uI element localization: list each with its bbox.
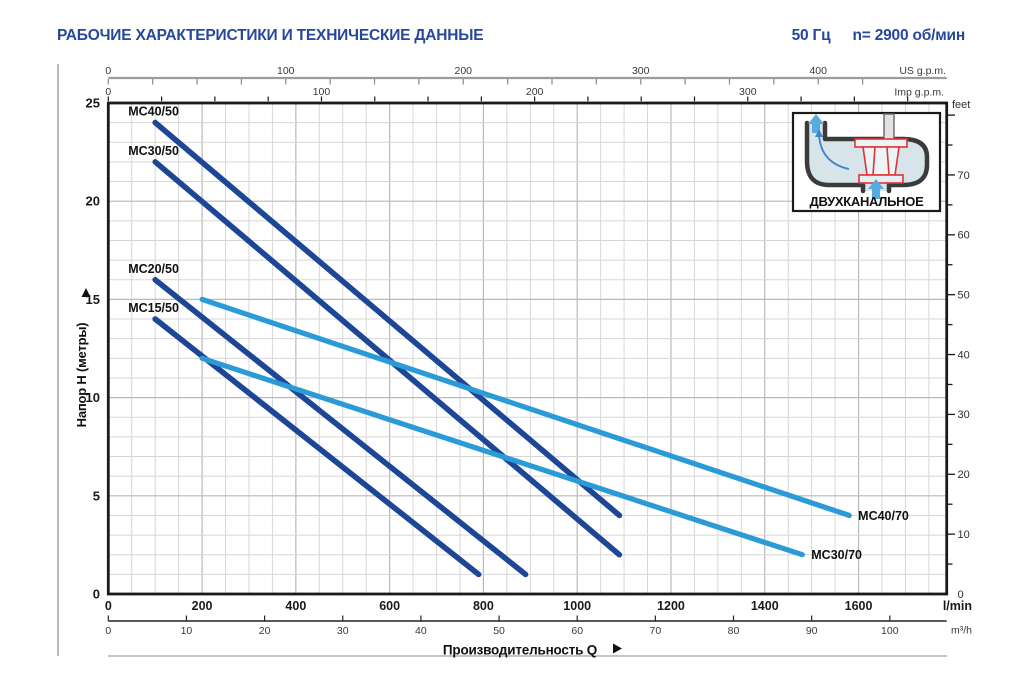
feet-tick-label: 60 bbox=[958, 230, 970, 242]
m3h-unit-label: m³/h bbox=[951, 625, 972, 637]
curve-mc30-70 bbox=[199, 355, 805, 558]
curve-mc20-50 bbox=[152, 276, 529, 578]
header-specs: 50 Гц n= 2900 об/мин bbox=[791, 27, 966, 45]
impeller-inset: ДВУХКАНАЛЬНОЕ bbox=[791, 111, 942, 213]
us-gpm-tick-label: 400 bbox=[809, 65, 827, 77]
pump-cross-section-icon bbox=[804, 113, 930, 199]
imp-gpm-tick-label: 300 bbox=[739, 86, 757, 98]
lmin-tick-label: 1200 bbox=[657, 599, 685, 613]
imp-gpm-unit-label: Imp g.p.m. bbox=[894, 87, 944, 99]
page-title: РАБОЧИЕ ХАРАКТЕРИСТИКИ И ТЕХНИЧЕСКИЕ ДАН… bbox=[57, 27, 484, 44]
m3h-tick-label: 60 bbox=[571, 625, 583, 637]
m3h-tick-label: 30 bbox=[337, 625, 349, 637]
speed-value: n= 2900 об/мин bbox=[852, 27, 965, 44]
lmin-tick-label: 0 bbox=[105, 599, 112, 613]
inset-caption: ДВУХКАНАЛЬНОЕ bbox=[810, 194, 925, 209]
x-axis-title: Производительность Q bbox=[443, 643, 597, 658]
pump-curves: MC40/50 MC30/50 MC20/50 MC15/50 MC40/70 MC30/… bbox=[128, 105, 909, 578]
y-axis-title: Напор H (метры) bbox=[74, 323, 89, 428]
feet-tick-label: 50 bbox=[958, 289, 970, 301]
meters-tick-label: 25 bbox=[86, 96, 100, 111]
flow-path-arrowhead-icon bbox=[815, 129, 823, 137]
m3h-tick-label: 70 bbox=[650, 625, 662, 637]
lmin-unit-label: l/min bbox=[943, 599, 972, 613]
curve-label: MC15/50 bbox=[128, 301, 179, 315]
lmin-tick-label: 200 bbox=[192, 599, 213, 613]
m3h-tick-label: 0 bbox=[105, 625, 111, 637]
m3h-tick-label: 50 bbox=[493, 625, 505, 637]
us-gpm-tick-label: 300 bbox=[632, 65, 650, 77]
m3h-tick-label: 20 bbox=[259, 625, 271, 637]
feet-tick-label: 40 bbox=[958, 349, 970, 361]
curve-label: MC30/50 bbox=[128, 144, 179, 158]
lmin-tick-label: 1400 bbox=[751, 599, 779, 613]
header: РАБОЧИЕ ХАРАКТЕРИСТИКИ И ТЕХНИЧЕСКИЕ ДАН… bbox=[57, 27, 965, 45]
curve-mc30-50 bbox=[152, 159, 623, 558]
lmin-tick-label: 600 bbox=[379, 599, 400, 613]
x-axis-right-arrow-icon bbox=[613, 643, 622, 654]
feet-tick-label: 70 bbox=[958, 170, 970, 182]
us-gpm-tick-label: 200 bbox=[454, 65, 472, 77]
meters-tick-label: 0 bbox=[93, 587, 100, 602]
curve-mc40-50 bbox=[152, 119, 623, 519]
meters-tick-label: 5 bbox=[93, 488, 100, 503]
y-axis-up-arrow-icon bbox=[81, 288, 91, 297]
feet-tick-label: 30 bbox=[958, 409, 970, 421]
lmin-tick-label: 1600 bbox=[845, 599, 873, 613]
curve-label: MC40/70 bbox=[858, 509, 909, 523]
lmin-tick-label: 1000 bbox=[563, 599, 591, 613]
m3h-tick-label: 40 bbox=[415, 625, 427, 637]
m3h-tick-label: 10 bbox=[181, 625, 193, 637]
us-gpm-tick-label: 100 bbox=[277, 65, 295, 77]
us-gpm-tick-label: 0 bbox=[105, 65, 111, 77]
m3h-tick-label: 100 bbox=[881, 625, 899, 637]
meters-tick-label: 20 bbox=[86, 194, 100, 209]
m3h-tick-label: 80 bbox=[728, 625, 740, 637]
imp-gpm-tick-label: 200 bbox=[526, 86, 544, 98]
feet-tick-label: 20 bbox=[958, 469, 970, 481]
lmin-tick-label: 400 bbox=[285, 599, 306, 613]
plot-border bbox=[106, 101, 949, 596]
curve-label: MC40/50 bbox=[128, 105, 179, 119]
impeller-outline-icon bbox=[854, 138, 908, 184]
flow-arrow-icons bbox=[808, 114, 884, 199]
grid-lines bbox=[108, 103, 947, 594]
imp-gpm-tick-label: 0 bbox=[105, 86, 111, 98]
curve-label: MC20/50 bbox=[128, 262, 179, 276]
imp-gpm-tick-label: 100 bbox=[313, 86, 331, 98]
frequency-value: 50 Гц bbox=[791, 27, 831, 44]
feet-tick-label: 0 bbox=[958, 589, 964, 601]
curve-label: MC30/70 bbox=[811, 548, 862, 562]
meters-tick-label: 10 bbox=[86, 390, 100, 405]
flow-path-arrow-icon bbox=[818, 134, 850, 170]
lmin-tick-label: 800 bbox=[473, 599, 494, 613]
m3h-tick-label: 90 bbox=[806, 625, 818, 637]
feet-tick-label: 10 bbox=[958, 529, 970, 541]
us-gpm-unit-label: US g.p.m. bbox=[899, 65, 946, 77]
curve-mc40-70 bbox=[199, 296, 852, 519]
feet-unit-label: feet bbox=[952, 99, 970, 111]
